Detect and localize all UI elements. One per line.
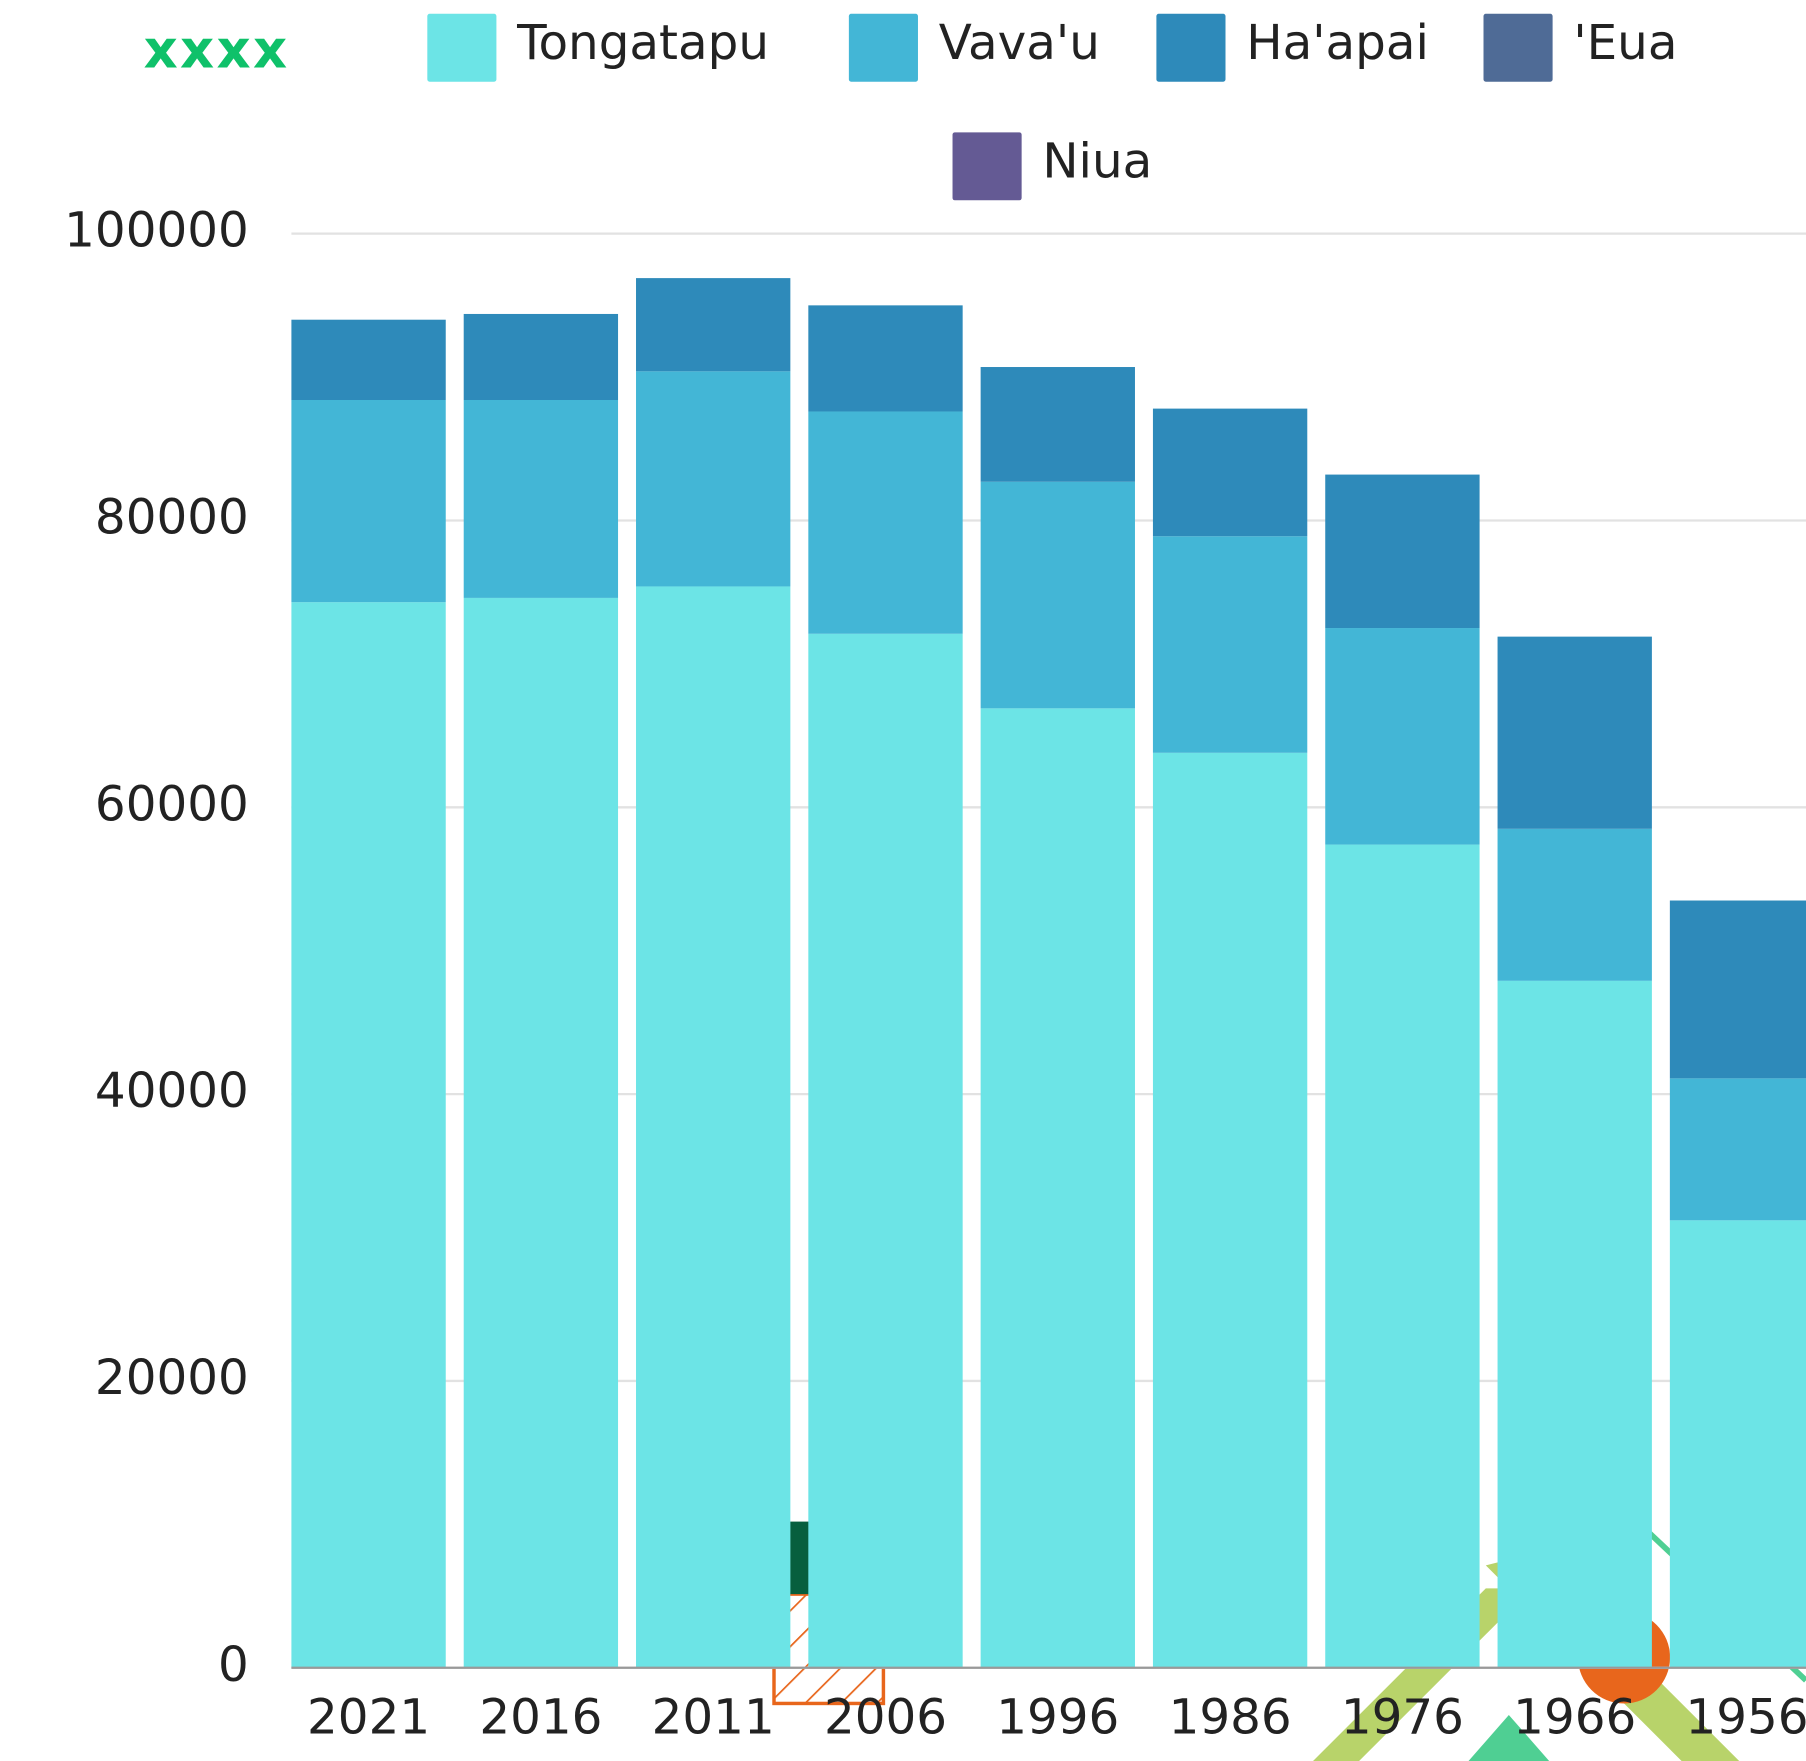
bar-segment	[463, 400, 619, 598]
y-tick-label: 20000	[95, 1350, 249, 1406]
bar-segment	[808, 633, 963, 1668]
y-tick-label: 60000	[95, 776, 249, 832]
y-tick-label: 100000	[64, 203, 249, 259]
bar-segment	[808, 305, 963, 412]
legend-label: Vava'u	[939, 15, 1100, 71]
bar-segment	[1152, 752, 1308, 1668]
legend-label: Tongatapu	[516, 15, 769, 71]
x-tick-label: 1966	[1513, 1690, 1636, 1746]
bar-segment	[980, 708, 1135, 1668]
bar-segment	[636, 586, 791, 1668]
y-tick-label: 40000	[95, 1063, 249, 1119]
logo: xxxx	[144, 20, 290, 81]
bar-segment	[1497, 980, 1652, 1668]
bar-segment	[980, 481, 1135, 709]
x-tick-label: 1956	[1685, 1690, 1806, 1746]
bar-segment	[980, 367, 1135, 482]
x-tick-label: 1976	[1341, 1690, 1464, 1746]
bar-segment	[1152, 408, 1308, 537]
bar-segment	[1669, 1220, 1806, 1668]
x-tick-label: 2021	[307, 1690, 430, 1746]
legend-swatch	[1483, 13, 1553, 82]
bar-segment	[808, 411, 963, 634]
legend-swatch	[1156, 13, 1226, 82]
x-tick-label: 1996	[996, 1690, 1119, 1746]
bar-segment	[291, 319, 446, 401]
bar-segment	[1325, 628, 1480, 845]
legend-label: Ha'apai	[1246, 15, 1429, 71]
legend-swatch	[952, 132, 1022, 201]
bar-segment	[463, 313, 619, 401]
legend-swatch	[427, 13, 497, 82]
bar-segment	[463, 597, 619, 1668]
bar-segment	[1152, 536, 1308, 753]
bar-segment	[1669, 1078, 1806, 1221]
x-tick-label: 2006	[824, 1690, 947, 1746]
x-tick-label: 1986	[1169, 1690, 1292, 1746]
stripe	[1468, 1714, 1550, 1761]
bar-segment	[1325, 844, 1480, 1668]
bar-segment	[291, 602, 446, 1668]
bar-segment	[636, 278, 791, 372]
block-shape	[790, 1521, 811, 1595]
x-tick-label: 2011	[652, 1690, 775, 1746]
legend-swatch	[848, 13, 918, 82]
bar-segment	[1669, 900, 1806, 1079]
bar-segment	[636, 371, 791, 587]
legend-label: Niua	[1042, 134, 1152, 190]
bar-segment	[291, 400, 446, 603]
legend-label: 'Eua	[1573, 15, 1677, 71]
y-tick-label: 80000	[95, 489, 249, 545]
bar-segment	[1497, 828, 1652, 981]
bar-segment	[1325, 474, 1480, 629]
x-tick-label: 2016	[479, 1690, 602, 1746]
y-tick-label: 0	[218, 1637, 249, 1693]
bar-segment	[1497, 636, 1652, 829]
